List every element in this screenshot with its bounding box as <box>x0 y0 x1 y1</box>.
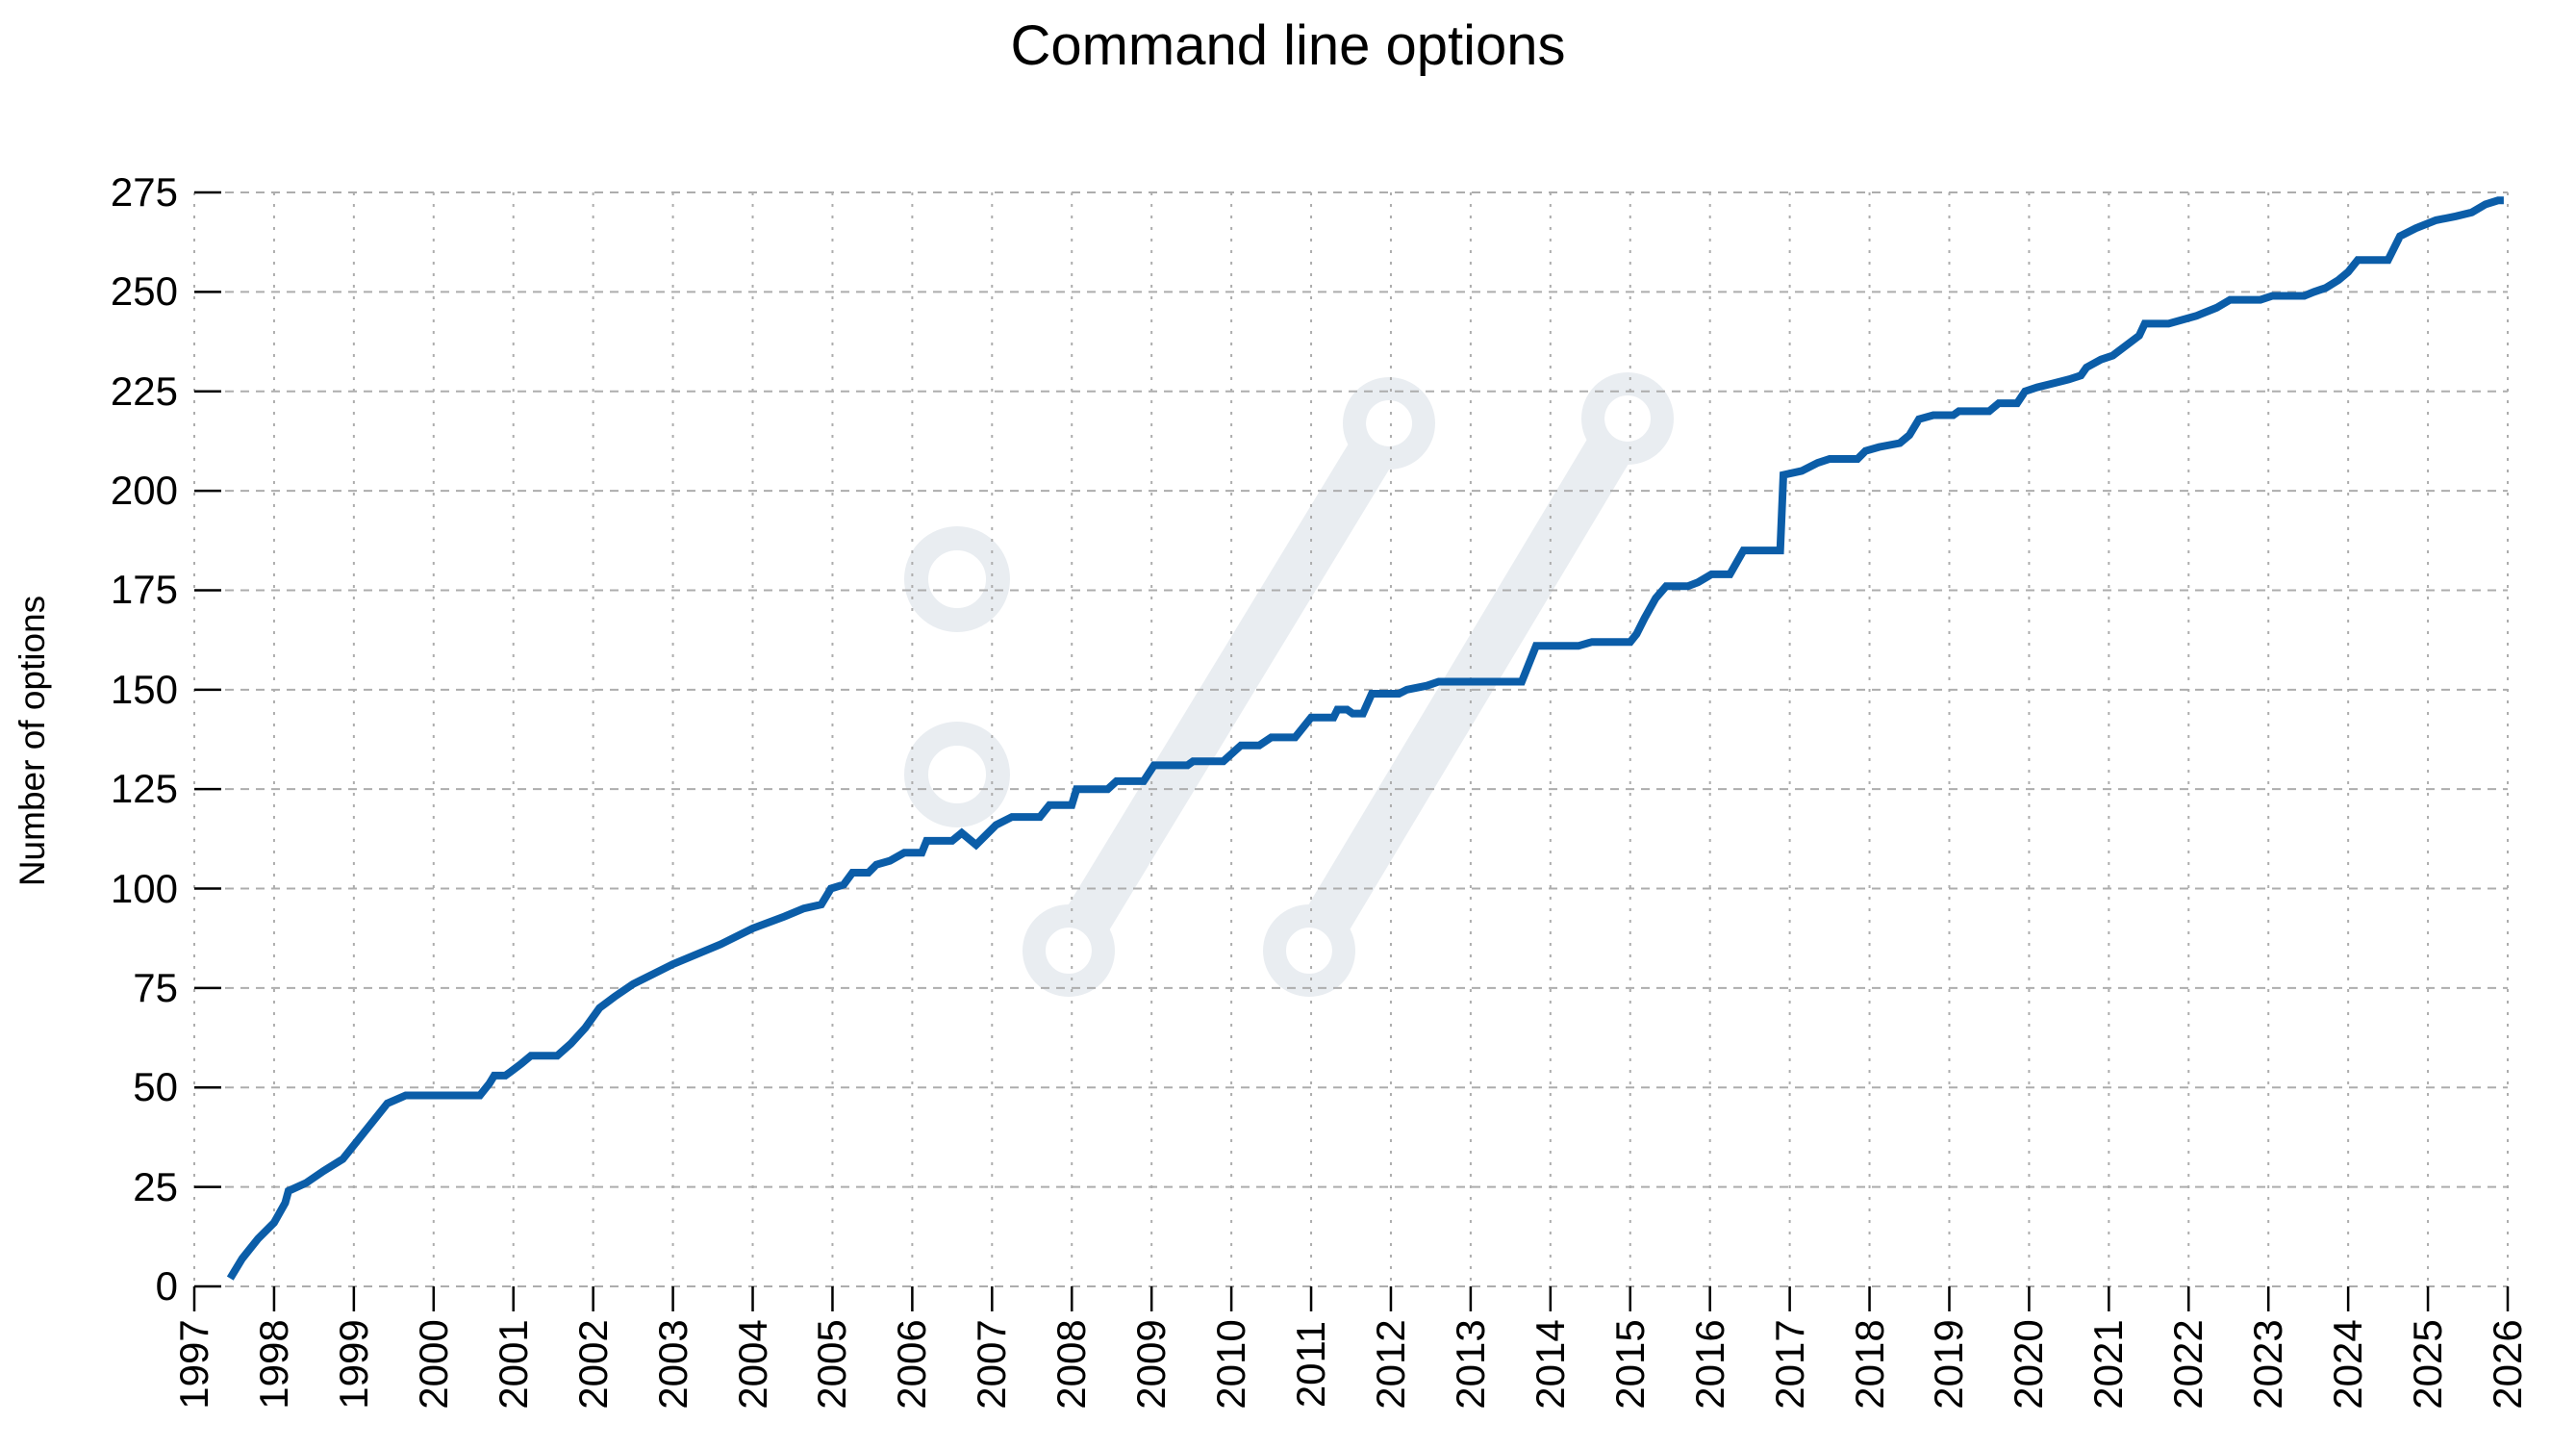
x-tick-label: 2012 <box>1367 1319 1413 1410</box>
y-tick-label: 25 <box>133 1163 178 1209</box>
x-tick-label: 2022 <box>2165 1319 2211 1410</box>
x-tick-label: 2018 <box>1846 1319 1892 1410</box>
x-tick-label: 2020 <box>2006 1319 2052 1410</box>
x-tick-label: 2013 <box>1447 1319 1493 1410</box>
x-tick-label: 2000 <box>410 1319 456 1410</box>
chart-title: Command line options <box>1010 14 1566 77</box>
axis-tick-marks <box>192 191 2510 1311</box>
x-tick-label: 2023 <box>2245 1319 2291 1410</box>
x-tick-label: 2008 <box>1048 1319 1095 1410</box>
x-tick-label: 2019 <box>1926 1319 1972 1410</box>
x-tick-label: 2002 <box>569 1319 616 1410</box>
x-tick-label: 2015 <box>1606 1319 1653 1410</box>
x-tick-label: 2014 <box>1527 1319 1573 1410</box>
x-tick-label: 1998 <box>250 1319 296 1410</box>
x-tick-label: 2026 <box>2485 1319 2530 1410</box>
y-tick-label: 150 <box>110 666 178 712</box>
x-tick-label: 2007 <box>969 1319 1015 1410</box>
data-line <box>226 196 2504 1281</box>
x-tick-label: 2017 <box>1766 1319 1812 1410</box>
y-tick-label: 75 <box>133 964 178 1010</box>
y-tick-label: 125 <box>110 766 178 812</box>
x-tick-label: 2009 <box>1128 1319 1174 1410</box>
curl-symbol-watermark <box>904 372 1674 997</box>
x-tick-label: 2021 <box>2085 1319 2132 1410</box>
x-tick-label: 2004 <box>729 1319 775 1410</box>
y-tick-label: 50 <box>133 1064 178 1110</box>
x-tick-label: 2011 <box>1288 1320 1334 1409</box>
y-tick-label: 175 <box>110 567 178 613</box>
y-tick-label: 225 <box>110 368 178 414</box>
x-tick-label: 2006 <box>889 1319 935 1410</box>
x-tick-label: 2010 <box>1208 1319 1254 1410</box>
y-tick-label: 0 <box>155 1263 178 1309</box>
y-tick-label: 100 <box>110 865 178 911</box>
y-tick-label: 275 <box>110 169 178 215</box>
x-tick-label: 2024 <box>2325 1319 2371 1410</box>
options-line <box>226 196 2504 1281</box>
x-tick-label: 2005 <box>809 1319 855 1410</box>
x-tick-label: 2001 <box>490 1319 536 1410</box>
x-tick-label: 1999 <box>330 1319 376 1410</box>
y-tick-label: 250 <box>110 268 178 315</box>
gridlines <box>193 191 2509 1287</box>
y-tick-label: 200 <box>110 468 178 514</box>
x-tick-label: 2016 <box>1686 1319 1732 1410</box>
x-tick-label: 2025 <box>2405 1319 2451 1410</box>
x-tick-label: 1997 <box>171 1319 216 1410</box>
x-tick-label: 2003 <box>649 1319 695 1410</box>
